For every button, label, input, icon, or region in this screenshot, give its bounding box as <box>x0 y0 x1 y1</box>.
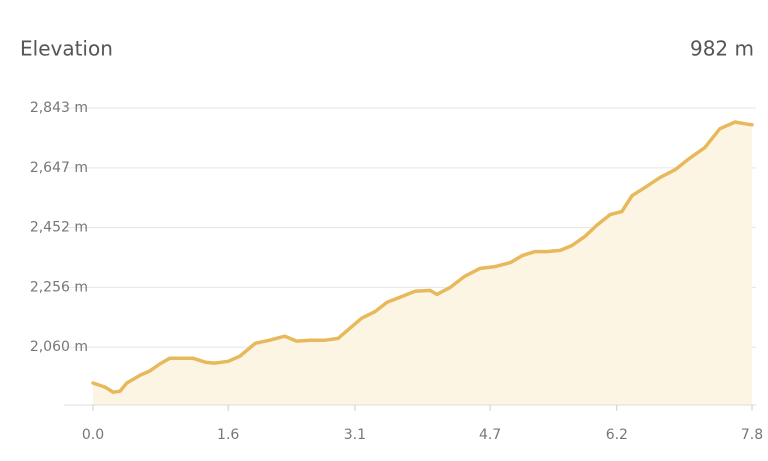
x-tick-label: 0.0 <box>82 427 104 443</box>
x-tick-label: 4.7 <box>479 427 501 443</box>
current-elevation: 982 m <box>690 37 754 61</box>
elevation-line <box>91 120 754 394</box>
y-tick-label: 2,647 m <box>30 160 88 176</box>
x-tick-label: 1.6 <box>217 427 239 443</box>
x-tick-label: 7.8 <box>741 427 763 443</box>
x-tick-label: 3.1 <box>344 427 366 443</box>
y-tick-label: 2,060 m <box>30 339 88 355</box>
y-tick-label: 2,843 m <box>30 100 88 116</box>
chart-title: Elevation <box>20 37 113 61</box>
area-fill <box>93 122 752 405</box>
x-tick-label: 6.2 <box>606 427 628 443</box>
y-tick-label: 2,256 m <box>30 279 88 295</box>
y-tick-label: 2,452 m <box>30 219 88 235</box>
